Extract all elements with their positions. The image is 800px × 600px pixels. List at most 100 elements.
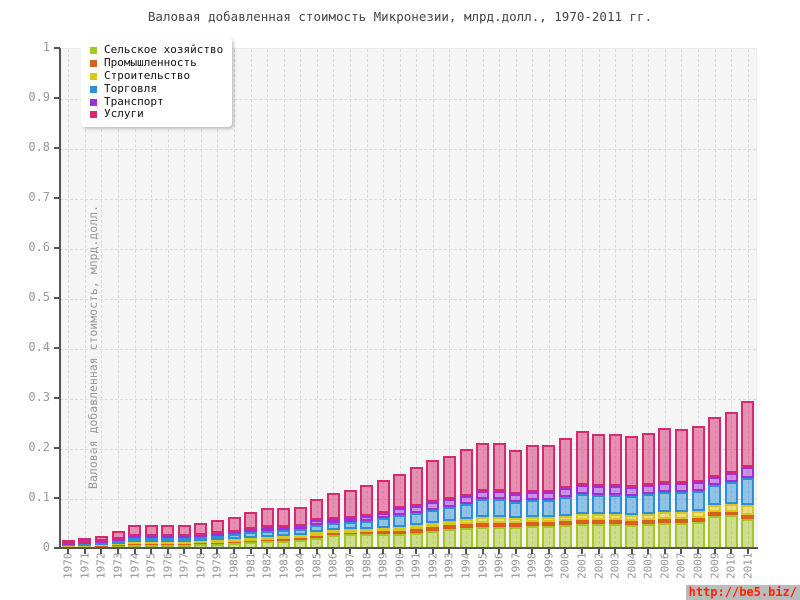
x-tick	[216, 549, 219, 554]
legend-label: Промышленность	[104, 55, 197, 69]
v-gridline	[714, 49, 716, 549]
v-gridline	[482, 49, 484, 549]
v-gridline	[101, 49, 103, 549]
y-tick-label: 0.1	[28, 490, 50, 504]
legend-swatch-icon	[90, 46, 97, 54]
bar-segment-industry-2011	[741, 514, 755, 519]
bar-segment-services-2003	[608, 433, 622, 486]
bar-segment-agriculture-2008	[691, 521, 705, 549]
bar-segment-services-1991	[409, 466, 423, 506]
bar-segment-trade-2003	[608, 494, 622, 514]
x-tick-label: 1971	[78, 552, 92, 580]
x-tick-label: 1998	[525, 552, 539, 580]
y-tick	[54, 247, 60, 249]
y-tick-label: 0.9	[28, 90, 50, 104]
x-tick-label: 1973	[111, 552, 125, 580]
v-gridline	[515, 49, 517, 549]
y-tick-label: 0.3	[28, 390, 50, 404]
bar-segment-construction-2000	[558, 515, 572, 521]
x-tick-label: 2007	[674, 552, 688, 580]
bar-segment-transport-1986	[326, 518, 340, 523]
bar-segment-transport-1981	[244, 528, 258, 532]
bar-segment-transport-2005	[641, 485, 655, 494]
x-tick-label: 1995	[476, 552, 490, 580]
bar-segment-construction-2007	[674, 512, 688, 519]
x-tick-label: 2000	[558, 552, 572, 580]
bar-segment-construction-2002	[592, 514, 606, 520]
x-tick-label: 1994	[459, 552, 473, 580]
watermark-link[interactable]: http://be5.biz/	[685, 585, 800, 600]
bar-segment-construction-2003	[608, 514, 622, 520]
v-gridline	[366, 49, 368, 549]
v-gridline	[350, 49, 351, 549]
bar-segment-construction-1991	[409, 525, 423, 529]
bar-segment-agriculture-2003	[608, 524, 622, 549]
x-tick	[465, 549, 467, 554]
bar-segment-agriculture-2010	[724, 515, 738, 549]
x-tick-label: 2005	[641, 552, 655, 580]
bar-segment-construction-1987	[343, 528, 357, 533]
bar-segment-industry-2003	[608, 520, 622, 524]
bar-segment-transport-1995	[476, 490, 490, 499]
x-tick-label: 1990	[393, 552, 407, 580]
bar-segment-trade-2011	[741, 477, 755, 505]
bar-segment-industry-1995	[476, 522, 490, 527]
legend-item-industry: Промышленность	[90, 55, 223, 70]
x-tick-label: 2001	[575, 552, 589, 580]
bar-segment-services-1982	[260, 508, 274, 527]
bar-segment-trade-1997	[509, 501, 523, 518]
v-gridline	[283, 49, 285, 549]
bar-segment-transport-1998	[525, 491, 539, 500]
bar-segment-trade-1976	[161, 537, 175, 542]
y-tick	[54, 397, 60, 399]
x-tick	[498, 549, 501, 554]
bar-segment-agriculture-2004	[625, 524, 639, 549]
y-tick	[54, 197, 60, 199]
bar-segment-construction-1989	[376, 527, 390, 531]
bar-segment-services-1986	[326, 492, 340, 519]
x-tick	[647, 549, 650, 554]
h-gridline	[60, 149, 756, 150]
x-tick-label: 1991	[409, 552, 423, 580]
bar-segment-industry-1992	[426, 526, 440, 531]
x-tick-label: 2006	[658, 552, 672, 580]
v-gridline	[134, 49, 136, 549]
plot-area: Валовая добавленная стоимость, млрд.долл…	[60, 48, 757, 549]
v-gridline	[217, 49, 219, 549]
bar-segment-services-1990	[393, 473, 407, 508]
bar-segment-agriculture-2009	[708, 515, 722, 549]
legend-label: Торговля	[104, 81, 157, 95]
x-tick	[614, 549, 617, 554]
v-gridline	[548, 49, 550, 549]
bar-segment-construction-2011	[741, 505, 755, 515]
bar-segment-services-1995	[476, 442, 490, 491]
v-gridline	[399, 49, 401, 549]
bar-segment-construction-1993	[442, 520, 456, 525]
v-gridline	[532, 49, 534, 549]
x-tick-label: 1986	[326, 552, 340, 580]
bar-segment-industry-1998	[525, 522, 539, 526]
bar-segment-transport-1991	[409, 505, 423, 513]
bar-segment-trade-2008	[691, 490, 705, 511]
x-tick	[431, 549, 434, 554]
v-gridline	[582, 49, 583, 549]
bar-segment-transport-1993	[442, 499, 456, 507]
chart-title: Валовая добавленная стоимость Микронезии…	[147, 9, 653, 24]
bar-segment-trade-2002	[592, 494, 606, 514]
x-tick	[481, 549, 484, 554]
bar-segment-services-1996	[492, 442, 506, 491]
bar-segment-services-1989	[376, 479, 390, 513]
bar-segment-services-1997	[509, 449, 523, 494]
v-gridline	[598, 49, 600, 549]
bar-segment-transport-1982	[260, 526, 274, 531]
legend-item-services: Услуги	[90, 108, 223, 121]
v-gridline	[466, 49, 467, 549]
bar-segment-services-1972	[94, 535, 108, 542]
x-tick-label: 2004	[625, 552, 639, 580]
y-tick	[54, 347, 60, 349]
x-tick	[730, 549, 733, 554]
x-tick	[199, 549, 202, 554]
bar-segment-trade-1996	[492, 498, 506, 517]
x-tick	[349, 549, 351, 554]
